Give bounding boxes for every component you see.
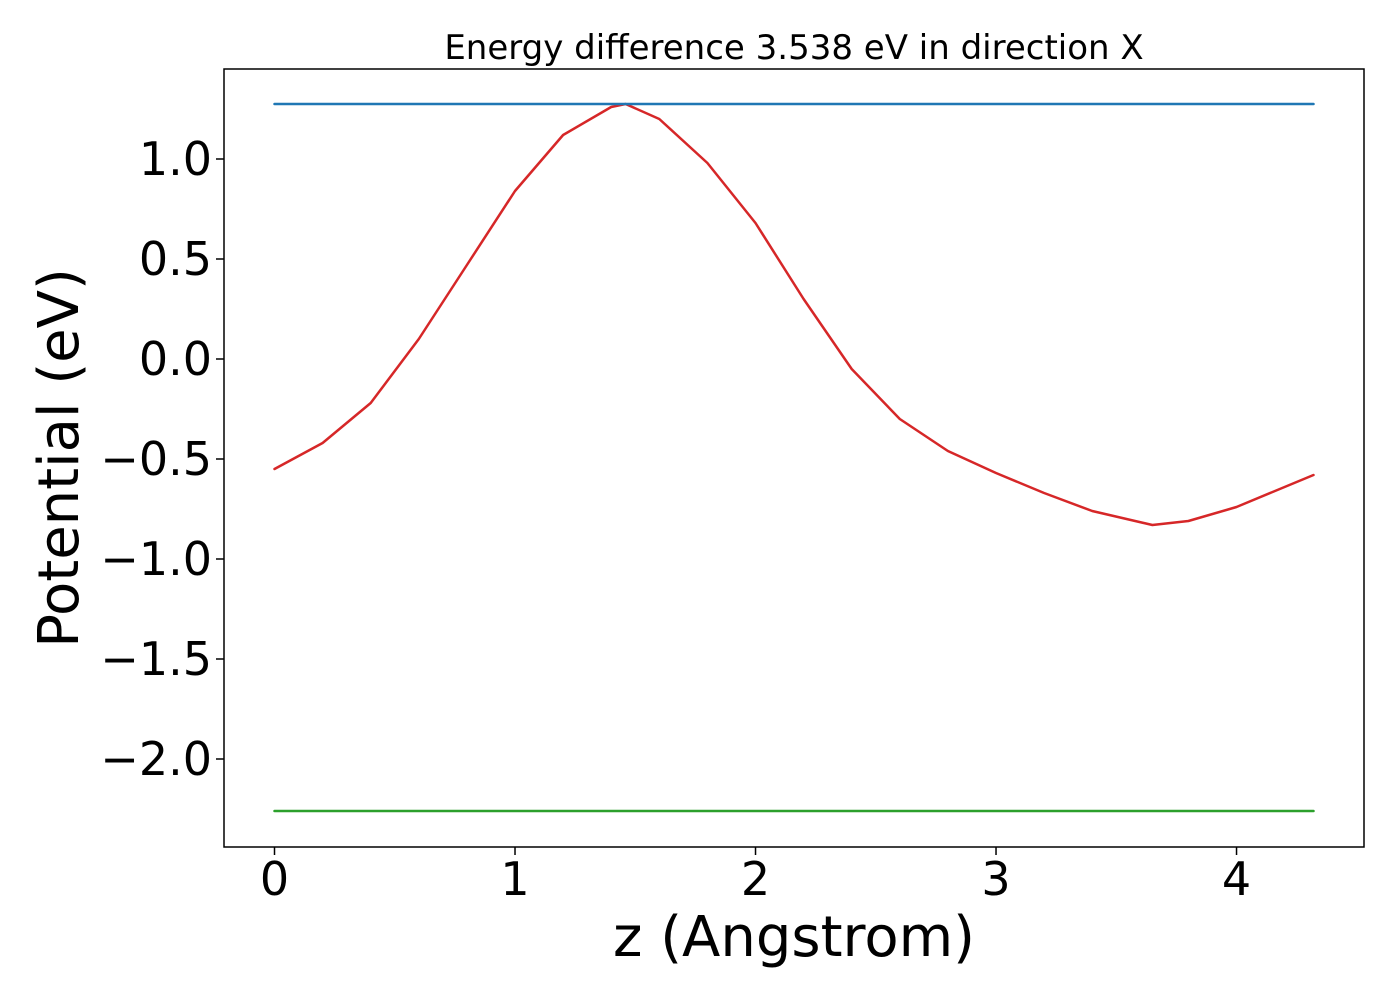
y-axis-label: Potential (eV) <box>27 268 92 648</box>
x-tick-label: 1 <box>500 852 529 906</box>
x-tick-label: 0 <box>260 852 289 906</box>
x-tick-label: 4 <box>1222 852 1251 906</box>
x-tick-label: 3 <box>981 852 1010 906</box>
y-tick-label: −2.0 <box>100 732 212 786</box>
plot-area <box>273 102 1315 813</box>
plot-frame <box>223 68 1365 848</box>
x-axis-label: z (Angstrom) <box>613 905 975 970</box>
series-line-0 <box>273 102 1315 527</box>
y-tick-label: −1.0 <box>100 532 212 586</box>
y-tick-label: 0.0 <box>139 332 212 386</box>
x-axis: 0 1 2 3 4 <box>260 847 1251 906</box>
x-tick-label: 2 <box>741 852 770 906</box>
y-tick-label: 1.0 <box>139 132 212 186</box>
y-tick-label: −1.5 <box>100 632 212 686</box>
y-tick-label: −0.5 <box>100 432 212 486</box>
y-axis: 1.0 0.5 0.0 −0.5 −1.0 −1.5 −2.0 <box>100 132 224 786</box>
y-tick-label: 0.5 <box>139 232 212 286</box>
chart-title: Energy difference 3.538 eV in direction … <box>444 28 1143 68</box>
